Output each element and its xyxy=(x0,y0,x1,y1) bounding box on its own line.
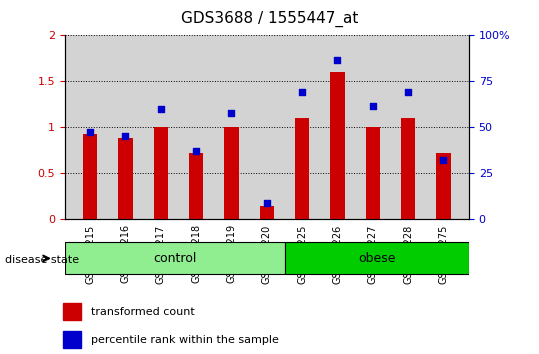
Point xyxy=(121,133,130,138)
Bar xyxy=(295,118,309,219)
Point xyxy=(333,57,342,63)
Point xyxy=(262,200,271,206)
Bar xyxy=(189,153,203,219)
Point xyxy=(192,149,201,154)
Text: disease state: disease state xyxy=(5,255,80,265)
Bar xyxy=(63,303,81,320)
Bar xyxy=(119,138,133,219)
Bar xyxy=(224,127,239,219)
Point xyxy=(439,157,448,162)
Point xyxy=(86,129,94,135)
FancyBboxPatch shape xyxy=(65,242,285,274)
Point xyxy=(404,89,412,95)
Text: control: control xyxy=(153,252,197,265)
Text: percentile rank within the sample: percentile rank within the sample xyxy=(91,335,279,345)
FancyBboxPatch shape xyxy=(285,242,469,274)
Text: obese: obese xyxy=(358,252,396,265)
Point xyxy=(156,106,165,112)
Point xyxy=(298,90,307,95)
Bar xyxy=(154,127,168,219)
Bar xyxy=(366,127,380,219)
Text: GDS3688 / 1555447_at: GDS3688 / 1555447_at xyxy=(181,11,358,27)
Bar xyxy=(330,72,344,219)
Bar xyxy=(260,206,274,219)
Point xyxy=(227,110,236,115)
Bar xyxy=(437,153,451,219)
Text: transformed count: transformed count xyxy=(91,307,194,316)
Bar xyxy=(83,134,97,219)
Point xyxy=(369,103,377,109)
Bar xyxy=(63,331,81,348)
Bar xyxy=(401,118,415,219)
